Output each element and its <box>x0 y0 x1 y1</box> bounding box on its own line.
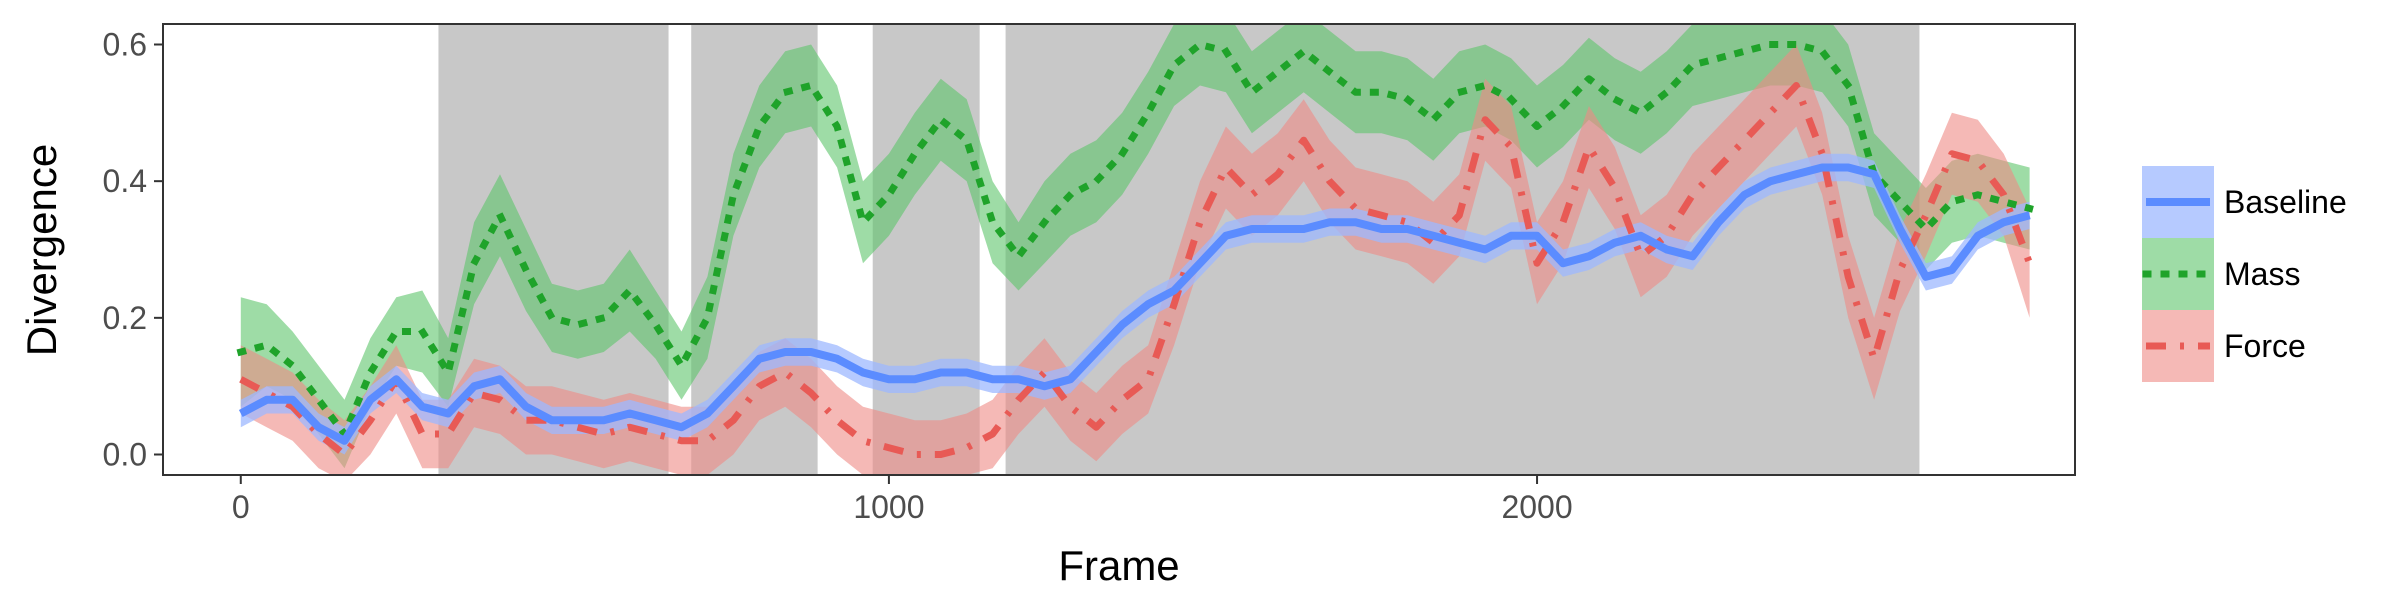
y-tick-label: 0.2 <box>103 300 147 336</box>
line-mass <box>236 41 2034 438</box>
y-tick-label: 0.0 <box>103 437 147 473</box>
legend-label-baseline: Baseline <box>2224 184 2347 220</box>
x-axis-title: Frame <box>1058 542 1179 589</box>
series-lines <box>236 41 2034 458</box>
plot-border <box>162 23 2076 476</box>
band-baseline <box>240 153 2030 455</box>
x-tick-label: 1000 <box>853 489 924 525</box>
shaded-region-3 <box>872 24 980 475</box>
y-tick-label: 0.4 <box>103 163 147 199</box>
y-tick-label: 0.6 <box>103 27 147 63</box>
legend-item-force: Force <box>2142 310 2306 382</box>
band-force <box>240 44 2030 475</box>
axes: 0 1000 2000 0.0 0.2 0.4 0.6 <box>103 27 1573 526</box>
legend-item-baseline: Baseline <box>2142 166 2347 238</box>
line-force <box>239 82 2033 458</box>
legend: Baseline Mass Force <box>2142 166 2347 382</box>
legend-item-mass: Mass <box>2142 238 2300 310</box>
x-tick-label: 2000 <box>1501 489 1572 525</box>
y-axis-title: Divergence <box>18 144 65 356</box>
legend-label-mass: Mass <box>2224 256 2300 292</box>
x-tick-label: 0 <box>232 489 250 525</box>
legend-label-force: Force <box>2224 328 2306 364</box>
line-baseline <box>238 163 2031 445</box>
